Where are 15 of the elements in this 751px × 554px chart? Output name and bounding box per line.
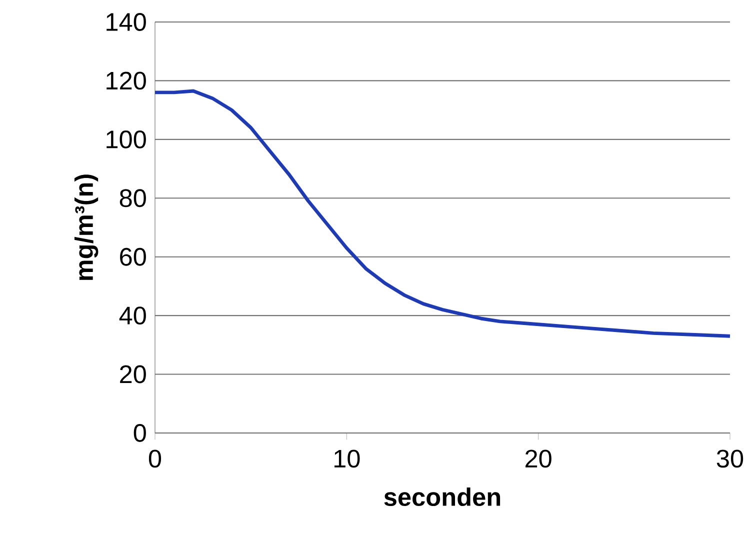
y-tick-label: 80 [120, 189, 146, 208]
y-tick-label: 40 [119, 306, 146, 325]
x-tick-label: 10 [334, 450, 360, 468]
y-tick-label: 20 [120, 365, 146, 384]
x-axis-title: seconden [384, 487, 500, 506]
y-tick-label: 60 [120, 248, 146, 266]
y-tick-label: 140 [106, 13, 146, 31]
x-tick-label: 20 [526, 450, 552, 468]
x-tick-label: 0 [148, 450, 162, 468]
y-tick-label: 0 [134, 424, 146, 442]
y-axis-title: mg/m³(n) [74, 174, 98, 280]
y-tick-label: 100 [106, 130, 146, 148]
y-tick-label: 120 [106, 72, 146, 90]
line-series [153, 89, 732, 338]
x-tick-label: 30 [716, 450, 744, 468]
